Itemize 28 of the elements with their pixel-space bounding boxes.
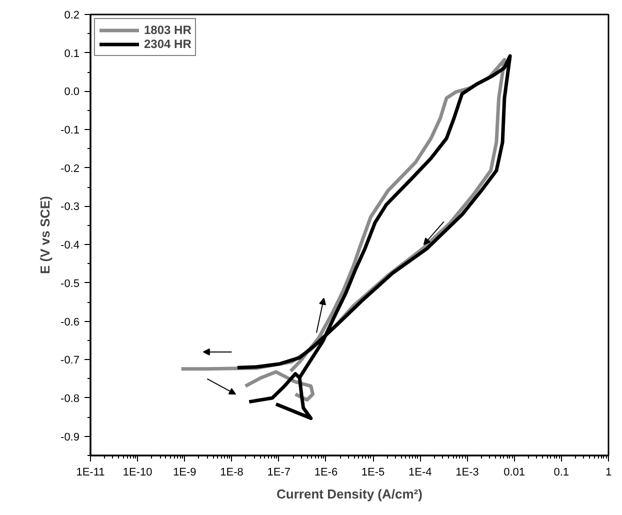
- y-tick-label: 0.0: [64, 86, 80, 98]
- y-tick-label: -0.7: [60, 354, 80, 367]
- x-tick-label: 1E-11: [76, 466, 105, 478]
- y-tick-label: -0.2: [60, 162, 80, 175]
- x-tick-label: 1E-5: [361, 466, 385, 478]
- x-tick-label: 1: [605, 466, 612, 478]
- y-tick-label: -0.3: [60, 201, 80, 214]
- x-tick-label: 1E-3: [456, 466, 479, 478]
- x-tick-label: 1E-10: [122, 466, 152, 478]
- x-tick-label: 1E-4: [408, 466, 432, 478]
- y-tick-label: 0.1: [64, 48, 80, 60]
- y-tick-label: -0.9: [60, 431, 80, 444]
- y-axis-title: E (V vs SCE): [38, 196, 53, 274]
- x-tick-label: 0.01: [504, 466, 526, 478]
- y-tick-label: -0.5: [60, 278, 80, 290]
- x-tick-label: 0.1: [554, 466, 570, 478]
- legend-label: 1803 HR: [144, 23, 192, 37]
- x-tick-label: 1E-8: [220, 466, 244, 478]
- x-tick-label: 1E-9: [173, 466, 196, 478]
- y-tick-label: -0.4: [60, 240, 80, 252]
- legend-label: 2304 HR: [144, 37, 192, 51]
- x-axis-title: Current Density (A/cm²): [276, 486, 422, 502]
- y-tick-label: -0.8: [60, 392, 80, 405]
- y-tick-label: -0.1: [60, 124, 80, 137]
- y-tick-label: 0.2: [64, 10, 80, 22]
- x-tick-label: 1E-6: [314, 466, 338, 478]
- x-tick-label: 1E-7: [267, 466, 290, 478]
- y-tick-label: -0.6: [60, 316, 80, 328]
